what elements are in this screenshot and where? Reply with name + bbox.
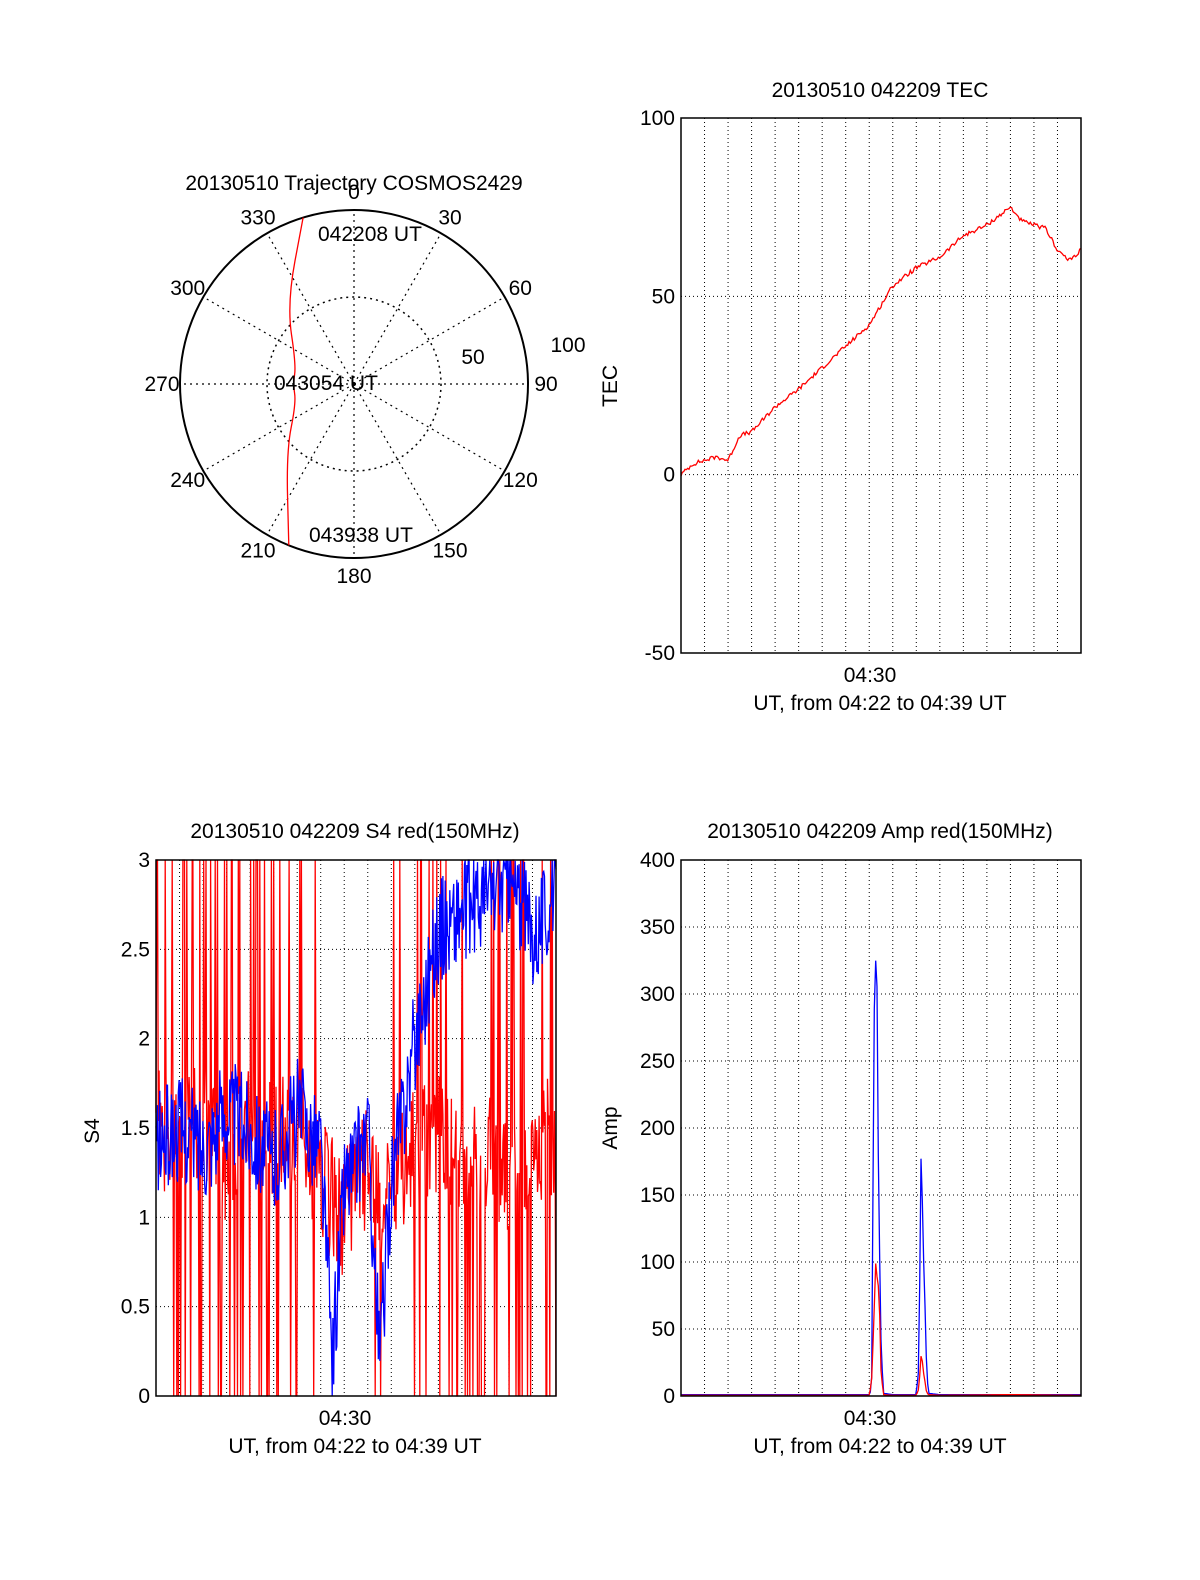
polar-angle-label-300: 300: [170, 277, 205, 300]
s4-y-tick-label: 1: [138, 1206, 150, 1229]
amp-x-axis-label: UT, from 04:22 to 04:39 UT: [753, 1435, 1006, 1458]
trajectory-mid-annotation: 043054 UT: [274, 372, 378, 395]
polar-angle-label-210: 210: [240, 539, 275, 562]
amp-y-axis-label: Amp: [599, 1106, 622, 1149]
polar-spoke-210: [266, 383, 355, 535]
tec-grid: [681, 117, 1081, 654]
polar-angle-label-60: 60: [509, 277, 532, 300]
tec-x-tick-label: 04:30: [844, 664, 897, 687]
s4-plot-frame: [155, 859, 557, 1397]
polar-angle-label-90: 90: [534, 373, 557, 396]
polar-angle-label-330: 330: [240, 207, 275, 230]
s4-y-tick-labels: 0 0.5 1 1.5 2 2.5 3: [121, 849, 150, 1408]
polar-spokes: [180, 210, 528, 558]
polar-angle-label-0: 0: [348, 181, 360, 204]
polar-spoke-330: [266, 233, 355, 385]
tec-x-axis-label: UT, from 04:22 to 04:39 UT: [753, 692, 1006, 715]
s4-y-tick-label: 2.5: [121, 938, 150, 961]
polar-spoke-120: [353, 383, 505, 472]
polar-spoke-60: [353, 296, 505, 385]
amp-blue-series-line: [681, 960, 1081, 1396]
s4-x-axis-label: UT, from 04:22 to 04:39 UT: [228, 1435, 481, 1458]
amp-y-tick-label: 150: [640, 1184, 675, 1207]
amp-x-tick-label: 04:30: [844, 1407, 897, 1430]
polar-radial-label-50: 50: [461, 346, 484, 369]
amp-panel: 20130510 042209 Amp red(150MHz) 0 50 100 15…: [599, 820, 1082, 1458]
trajectory-start-annotation: 042208 UT: [318, 223, 422, 246]
amp-title: 20130510 042209 Amp red(150MHz): [707, 820, 1053, 843]
s4-panel: 20130510 042209 S4 red(150MHz) 0 0.5 1 1.5 2…: [81, 820, 557, 1458]
trajectory-end-annotation: 043938 UT: [309, 524, 413, 547]
polar-outer-ring: [179, 209, 529, 559]
tec-y-tick-labels: -50 0 50 100: [640, 107, 675, 665]
amp-plot-frame: [680, 859, 1082, 1397]
trajectory-polar-panel: 20130510 Trajectory COSMOS2429 0 30 60 90 12…: [144, 172, 585, 588]
s4-y-axis-label: S4: [81, 1118, 104, 1144]
polar-angle-label-240: 240: [170, 469, 205, 492]
s4-y-tick-label: 3: [138, 849, 150, 872]
tec-y-tick-label: 0: [663, 464, 675, 487]
polar-angle-label-270: 270: [144, 373, 179, 396]
polar-spoke-30: [353, 233, 442, 385]
polar-spoke-300: [203, 296, 355, 385]
amp-y-tick-label: 200: [640, 1117, 675, 1140]
s4-y-tick-label: 1.5: [121, 1117, 150, 1140]
amp-y-tick-label: 300: [640, 983, 675, 1006]
polar-angle-label-30: 30: [438, 207, 461, 230]
trajectory-title: 20130510 Trajectory COSMOS2429: [185, 172, 522, 195]
s4-blue-series-line: [155, 859, 557, 1397]
s4-x-tick-label: 04:30: [319, 1407, 372, 1430]
s4-title: 20130510 042209 S4 red(150MHz): [190, 820, 519, 843]
amp-y-tick-label: 100: [640, 1251, 675, 1274]
polar-radial-label-100: 100: [550, 334, 585, 357]
tec-plot-frame: [680, 117, 1082, 654]
amp-y-tick-label: 400: [640, 849, 675, 872]
tec-panel: 20130510 042209 TEC -50 0 50 100 04:30 UT, …: [599, 79, 1082, 715]
amp-y-tick-label: 50: [652, 1318, 675, 1341]
tec-y-tick-label: 100: [640, 107, 675, 130]
s4-y-tick-label: 0: [138, 1385, 150, 1408]
amp-y-tick-label: 250: [640, 1050, 675, 1073]
polar-spoke-150: [353, 383, 442, 535]
polar-angle-labels: 0 30 60 90 120 150 180 210 240 270 300 330: [144, 181, 557, 588]
tec-y-tick-label: -50: [645, 642, 675, 665]
tec-y-axis-label: TEC: [599, 365, 622, 407]
polar-angle-label-120: 120: [503, 469, 538, 492]
polar-angle-label-180: 180: [336, 565, 371, 588]
amp-y-tick-labels: 0 50 100 150 200 250 300 350 400: [640, 849, 675, 1408]
tec-title: 20130510 042209 TEC: [772, 79, 989, 102]
polar-spoke-240: [203, 383, 355, 472]
tec-y-tick-label: 50: [652, 285, 675, 308]
tec-series-line: [680, 206, 1082, 477]
trajectory-track: [286, 217, 304, 546]
s4-y-tick-label: 0.5: [121, 1296, 150, 1319]
polar-inner-ring: [266, 296, 442, 472]
amp-y-tick-label: 0: [663, 1385, 675, 1408]
polar-angle-label-150: 150: [432, 539, 467, 562]
s4-y-tick-label: 2: [138, 1028, 150, 1051]
amp-y-tick-label: 350: [640, 916, 675, 939]
